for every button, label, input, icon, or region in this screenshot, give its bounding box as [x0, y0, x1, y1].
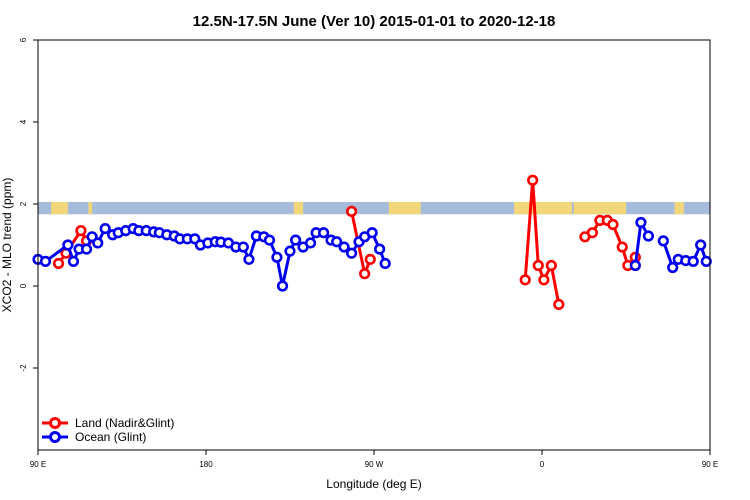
land-patch — [514, 201, 572, 215]
data-point-ocean — [276, 280, 289, 292]
data-point-ocean — [290, 234, 302, 246]
legend-item-ocean: Ocean (Glint) — [42, 430, 146, 444]
data-point-land — [75, 225, 87, 237]
x-tick-label: 180 — [199, 460, 213, 469]
data-point-ocean — [366, 227, 378, 239]
data-point-ocean — [687, 255, 699, 268]
x-axis: 90 E 180 90 W 0 90 E — [30, 450, 718, 469]
land-patch — [88, 201, 93, 215]
legend-label-ocean: Ocean (Glint) — [75, 430, 146, 444]
data-point-ocean — [374, 243, 386, 255]
data-point-ocean — [338, 241, 350, 253]
y-axis-label: XCO2 - MLO trend (ppm) — [0, 178, 14, 313]
legend-label-land: Land (Nadir&Glint) — [75, 416, 174, 430]
land-patch — [573, 201, 626, 215]
land-patch — [674, 201, 684, 215]
data-point-ocean — [263, 234, 276, 246]
data-point-ocean — [635, 216, 647, 229]
data-point-land — [52, 257, 65, 270]
data-point-ocean — [629, 259, 641, 272]
data-point-land — [545, 259, 557, 272]
y-tick-label: -2 — [19, 364, 28, 372]
data-point-land — [527, 174, 539, 186]
data-point-land — [538, 274, 550, 286]
data-point-land — [586, 227, 599, 239]
x-axis-label: Longitude (deg E) — [326, 477, 421, 491]
data-point-land — [346, 205, 358, 217]
data-point-ocean — [92, 237, 104, 249]
series-layer — [32, 174, 712, 311]
data-point-ocean — [243, 253, 255, 265]
series-line-land — [523, 178, 561, 305]
plot-frame — [37, 39, 711, 451]
land-patch — [388, 201, 421, 215]
data-point-ocean — [379, 257, 391, 270]
data-point-ocean — [304, 237, 317, 249]
chart-title: 12.5N-17.5N June (Ver 10) 2015-01-01 to … — [193, 13, 556, 30]
legend-swatch-land-marker — [49, 417, 61, 429]
data-point-ocean — [80, 243, 93, 255]
series-line-ocean — [633, 220, 650, 266]
data-point-ocean — [346, 247, 358, 259]
data-point-ocean — [331, 236, 343, 248]
x-tick-label: 90 E — [30, 460, 46, 469]
data-point-land — [607, 218, 619, 231]
x-tick-label: 0 — [540, 460, 545, 469]
land-patch — [293, 201, 304, 215]
series-line-land — [57, 229, 88, 265]
data-point-ocean — [99, 223, 111, 235]
data-point-land — [553, 298, 565, 311]
y-tick-label: 4 — [19, 119, 28, 124]
data-point-ocean — [642, 230, 655, 242]
x-tick-label: 90 E — [702, 460, 718, 469]
series-ocean — [32, 216, 712, 292]
y-axis: -2 0 2 4 6 — [19, 37, 38, 372]
data-point-ocean — [318, 227, 330, 239]
data-point-ocean — [39, 255, 52, 268]
data-point-land — [359, 268, 371, 280]
y-tick-label: 6 — [19, 37, 28, 42]
data-point-land — [364, 253, 376, 265]
data-point-ocean — [284, 245, 296, 257]
data-point-land — [532, 259, 544, 272]
data-point-ocean — [62, 239, 74, 251]
data-point-ocean — [657, 235, 669, 247]
data-point-ocean — [695, 239, 707, 251]
y-tick-label: 0 — [19, 283, 28, 288]
y-tick-label: 2 — [19, 201, 28, 206]
land-patch — [51, 201, 68, 215]
data-point-ocean — [237, 241, 249, 253]
land-ocean-band — [38, 201, 710, 215]
data-point-land — [616, 241, 628, 253]
data-point-ocean — [700, 255, 712, 268]
x-tick-label: 90 W — [365, 460, 384, 469]
legend-item-land: Land (Nadir&Glint) — [42, 416, 174, 430]
data-point-land — [519, 274, 531, 286]
legend-swatch-ocean-marker — [49, 431, 61, 443]
legend: Land (Nadir&Glint) Ocean (Glint) — [42, 416, 174, 444]
data-point-ocean — [667, 261, 679, 274]
data-point-ocean — [67, 255, 80, 268]
data-point-ocean — [271, 251, 283, 263]
